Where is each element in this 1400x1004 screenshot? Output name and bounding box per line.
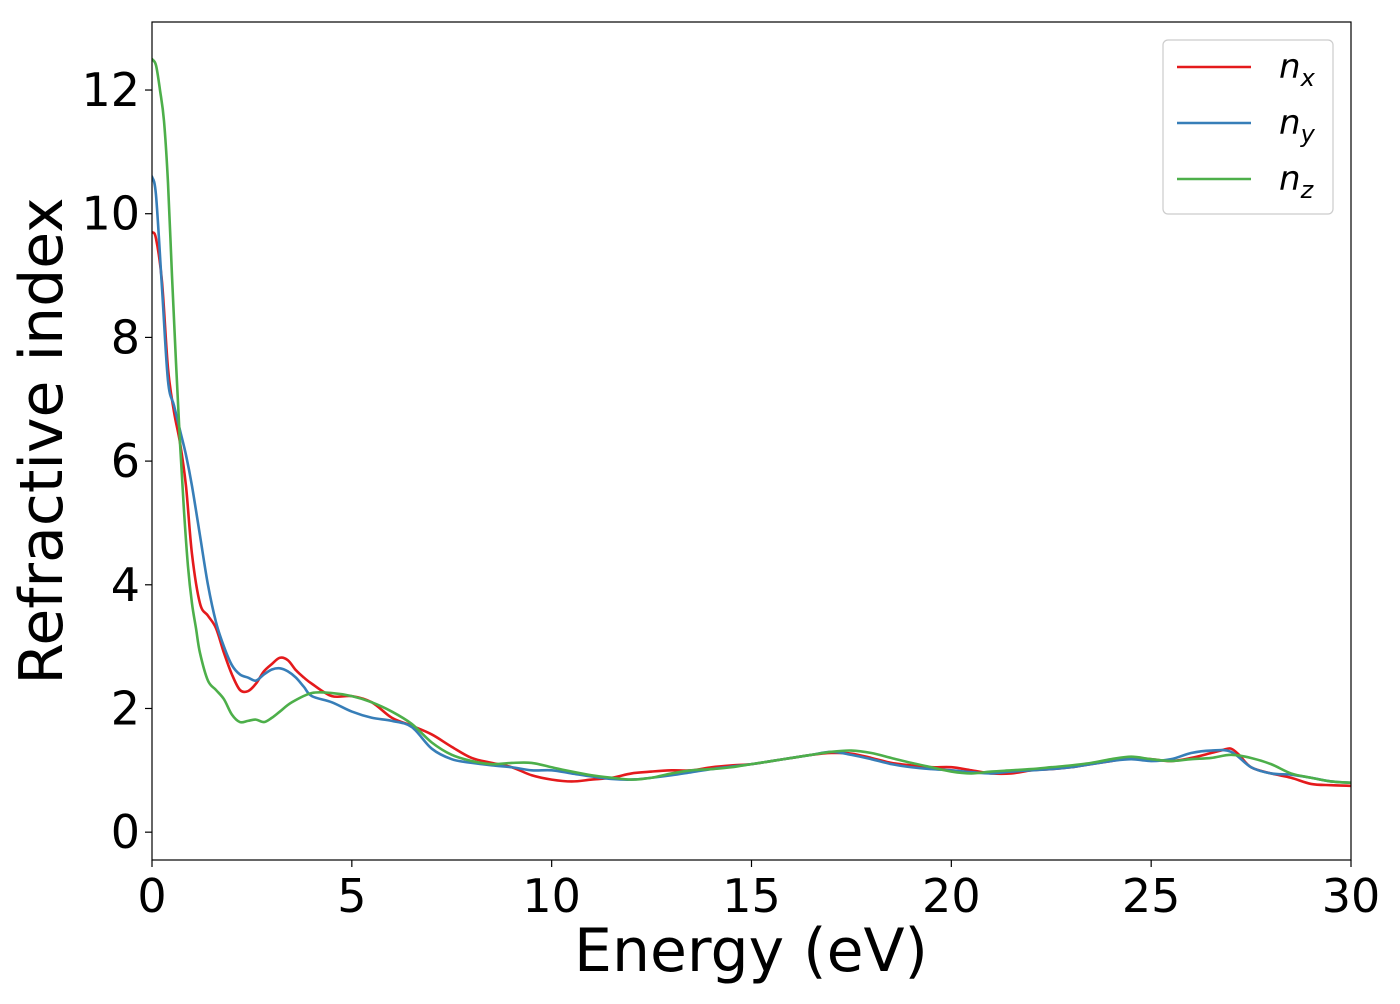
y-tick-label: 2 bbox=[111, 681, 140, 735]
x-tick-label: 20 bbox=[922, 869, 981, 923]
legend: nx ny nz bbox=[1162, 39, 1334, 215]
x-tick-label: 5 bbox=[337, 869, 366, 923]
y-tick-label: 0 bbox=[111, 805, 140, 859]
series-line-nz bbox=[152, 57, 1351, 784]
x-tick-label: 0 bbox=[137, 869, 166, 923]
legend-label-ny: ny bbox=[1279, 103, 1316, 148]
x-tick-label: 30 bbox=[1322, 869, 1381, 923]
x-tick-label: 15 bbox=[722, 869, 781, 923]
plot-area: 0 5 10 15 20 25 30 0 2 4 6 8 10 12 bbox=[81, 21, 1381, 923]
y-axis-label: Refractive index bbox=[7, 197, 77, 684]
y-tick-label: 4 bbox=[111, 558, 140, 612]
legend-label-nx: nx bbox=[1279, 47, 1316, 92]
legend-label-nz: nz bbox=[1279, 159, 1315, 204]
y-tick-label: 8 bbox=[111, 310, 140, 364]
x-axis-label: Energy (eV) bbox=[574, 916, 928, 986]
x-tick-label: 10 bbox=[522, 869, 581, 923]
y-tick-label: 6 bbox=[111, 434, 140, 488]
series-lines bbox=[152, 57, 1351, 788]
x-tick-label: 25 bbox=[1122, 869, 1181, 923]
legend-box bbox=[1162, 39, 1334, 215]
y-tick-label: 12 bbox=[81, 63, 140, 117]
y-tick-label: 10 bbox=[81, 187, 140, 241]
